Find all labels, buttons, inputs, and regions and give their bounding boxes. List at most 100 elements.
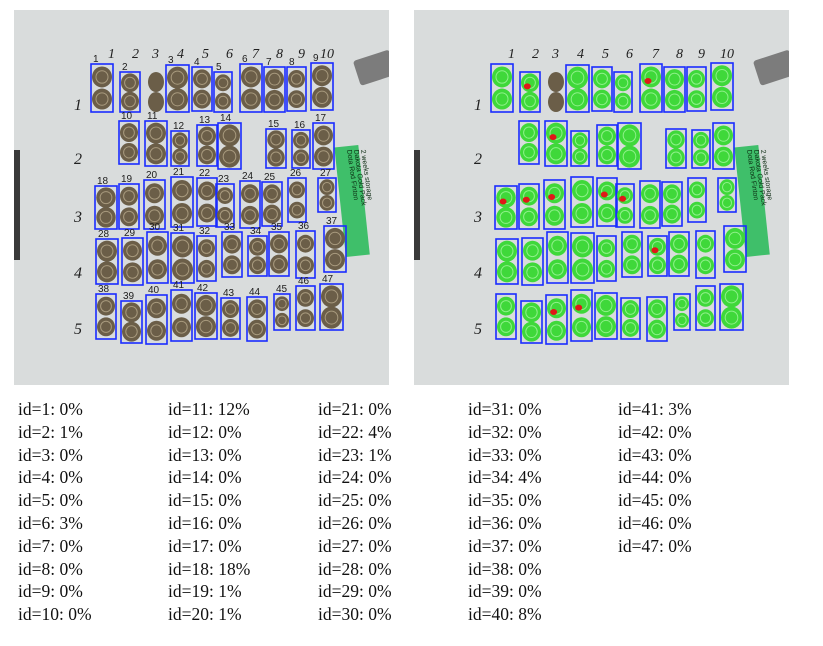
box-id-label: 39 — [123, 291, 135, 302]
result-entry: id=3: 0% — [18, 444, 83, 465]
column-number: 7 — [652, 47, 660, 62]
slice-ring — [575, 297, 588, 311]
original-detection-image: Dota Rod Finton Dakota Gold Pack 2 weeks s… — [14, 10, 389, 385]
potato-slice — [572, 258, 593, 281]
potato-slice — [215, 92, 231, 110]
potato-slice — [241, 88, 261, 110]
potato-slice — [572, 293, 591, 314]
potato-slice — [263, 204, 281, 224]
potato-slice — [172, 132, 188, 149]
row-number: 4 — [74, 265, 82, 282]
result-entry: id=41: 3% — [618, 399, 692, 419]
result-entry: id=14: 0% — [168, 467, 242, 488]
potato-slice — [492, 88, 512, 110]
detection-box — [617, 122, 642, 170]
box-id-label: 32 — [199, 226, 211, 237]
box-id-label: 24 — [242, 171, 254, 182]
potato-slice — [697, 234, 714, 253]
slice-ring — [299, 312, 312, 324]
potato-slice — [641, 66, 661, 88]
slice-ring — [299, 259, 312, 272]
potato-slice — [522, 321, 541, 342]
column-number: 6 — [226, 47, 233, 62]
column-number: 5 — [602, 47, 609, 62]
potato-slice — [712, 86, 732, 108]
potato-slice — [545, 183, 564, 204]
detection-box — [268, 231, 290, 277]
potato-slice — [120, 186, 138, 206]
rot-region — [575, 304, 583, 311]
potato-slice — [725, 227, 745, 249]
detection-box — [213, 71, 233, 113]
slice-ring — [251, 302, 263, 315]
potato-slice — [596, 294, 616, 316]
potato-slice — [548, 92, 564, 112]
box-id-label: 46 — [298, 276, 310, 287]
detection-box — [520, 300, 543, 344]
result-entry: id=28: 0% — [318, 558, 392, 579]
slice-ring — [673, 258, 685, 271]
detection-box — [639, 180, 661, 229]
potato-slice — [289, 181, 305, 199]
box-id-label: 12 — [173, 121, 185, 132]
slice-ring — [699, 237, 712, 250]
potato-slice — [522, 302, 541, 323]
slice-ring — [175, 239, 190, 254]
result-entry: id=13: 0% — [168, 444, 242, 465]
box-id-label: 36 — [298, 221, 310, 232]
detection-box — [217, 122, 242, 170]
result-entry: id=17: 0% — [168, 535, 242, 556]
potato-slice — [319, 194, 335, 211]
rot-region — [549, 134, 557, 141]
detection-box — [570, 176, 594, 228]
box-id-label: 3 — [168, 55, 174, 66]
slice-ring — [217, 77, 229, 89]
slice-ring — [149, 147, 163, 161]
potato-slice — [719, 194, 735, 211]
slice-ring — [150, 301, 163, 315]
detection-box — [143, 179, 166, 230]
potato-slice — [648, 299, 666, 319]
potato-slice — [665, 69, 684, 90]
detection-box — [146, 231, 169, 284]
slice-ring — [617, 95, 629, 107]
detection-box — [490, 63, 514, 113]
detection-box — [287, 177, 307, 223]
potato-slice — [96, 187, 116, 208]
slice-ring — [526, 265, 539, 279]
slice-ring — [500, 300, 512, 313]
slice-ring — [201, 148, 213, 162]
result-entry: id=20: 1% — [168, 604, 242, 625]
potato-slice — [265, 69, 284, 90]
box-id-label: 30 — [149, 222, 161, 233]
slice-ring — [570, 70, 585, 85]
slice-ring — [175, 320, 188, 334]
column-number: 3 — [551, 47, 559, 62]
box-id-label: 45 — [276, 284, 288, 295]
slice-ring — [717, 129, 730, 142]
slice-ring — [270, 133, 282, 146]
detection-box — [695, 285, 716, 331]
potato-slice — [496, 207, 516, 228]
row-number: 2 — [474, 151, 482, 168]
slice-ring — [123, 190, 135, 203]
result-entry: id=47: 0% — [618, 535, 692, 556]
potato-slice — [623, 234, 641, 254]
detection-box — [695, 230, 716, 279]
potato-slice — [270, 254, 288, 274]
slice-ring — [670, 151, 682, 164]
slice-ring — [201, 184, 213, 198]
potato-slice — [146, 122, 166, 144]
potato-slice — [97, 296, 115, 316]
detection-box — [194, 292, 218, 340]
result-entry: id=42: 0% — [618, 421, 692, 442]
box-id-label: 29 — [124, 228, 136, 239]
detection-box — [317, 177, 337, 213]
slice-ring — [622, 128, 637, 143]
slice-ring — [549, 147, 563, 161]
box-id-label: 40 — [148, 285, 160, 296]
slice-ring — [677, 298, 687, 309]
detection-box — [319, 283, 344, 331]
potato-slice — [172, 203, 192, 224]
